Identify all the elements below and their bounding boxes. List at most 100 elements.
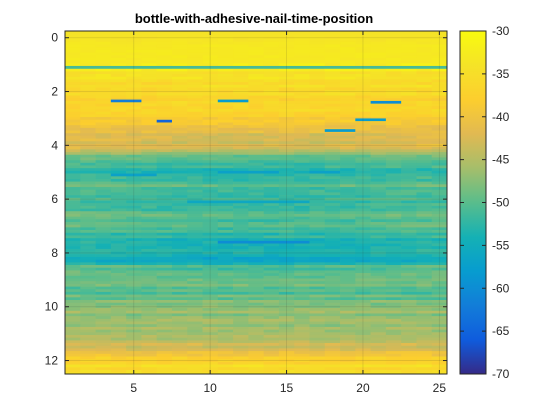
heatmap-cell <box>431 178 448 182</box>
heatmap-cell <box>156 178 173 182</box>
heatmap-cell <box>156 359 173 363</box>
heatmap-cell <box>141 240 157 244</box>
heatmap-cell <box>233 41 249 45</box>
heatmap-cell <box>65 157 81 161</box>
heatmap-cell <box>217 84 234 88</box>
heatmap-cell <box>355 302 371 306</box>
heatmap-cell <box>187 235 203 239</box>
heatmap-cell <box>355 189 371 193</box>
heatmap-cell <box>202 262 219 266</box>
heatmap-cell <box>233 195 249 199</box>
heatmap-cell <box>340 283 356 287</box>
heatmap-cell <box>294 332 310 336</box>
heatmap-cell <box>401 79 417 83</box>
heatmap-cell <box>80 238 96 242</box>
heatmap-cell <box>80 359 96 363</box>
heatmap-cell <box>416 283 433 287</box>
heatmap-cell <box>217 316 234 320</box>
heatmap-cell <box>385 364 402 368</box>
heatmap-cell <box>294 197 310 201</box>
heatmap-cell <box>355 356 371 360</box>
heatmap-cell <box>370 143 387 147</box>
heatmap-cell <box>248 351 264 355</box>
heatmap-cell <box>263 125 280 129</box>
heatmap-cell <box>431 49 448 53</box>
heatmap-cell <box>110 270 127 274</box>
heatmap-cell <box>401 55 417 59</box>
heatmap-cell <box>202 135 219 139</box>
heatmap-cell <box>324 84 341 88</box>
heatmap-cell <box>95 222 112 225</box>
colorbar-tick-label: -65 <box>492 324 510 338</box>
heatmap-cell <box>431 203 448 207</box>
heatmap-cell <box>385 205 402 209</box>
heatmap-cell <box>278 90 295 94</box>
heatmap-cell <box>385 143 402 147</box>
heatmap-cell <box>171 356 188 360</box>
heatmap-cell <box>278 168 295 172</box>
heatmap-cell <box>370 197 387 201</box>
heatmap-cell <box>202 348 219 352</box>
heatmap-cell <box>263 356 280 360</box>
heatmap-cell <box>385 92 402 96</box>
heatmap-cell <box>401 208 417 212</box>
heatmap-cell <box>278 187 295 191</box>
heatmap-cell <box>95 138 112 142</box>
heatmap-cell <box>187 122 203 126</box>
heatmap-cell <box>309 125 326 129</box>
heatmap-cell <box>110 205 127 209</box>
heatmap-cell <box>416 39 433 43</box>
heatmap-cell <box>156 246 173 250</box>
heatmap-cell <box>278 313 295 317</box>
heatmap-cell <box>278 291 295 295</box>
heatmap-cell <box>95 36 112 40</box>
heatmap-cell <box>294 281 310 285</box>
heatmap-cell <box>385 49 402 53</box>
heatmap-cell <box>340 135 356 139</box>
heatmap-cell <box>110 111 127 115</box>
heatmap-cell <box>217 300 234 304</box>
heatmap-cell <box>65 367 81 371</box>
heatmap-cell <box>263 82 280 86</box>
heatmap-cell <box>110 103 127 107</box>
heatmap-cell <box>248 254 264 258</box>
heatmap-cell <box>431 367 448 371</box>
heatmap-cell <box>233 283 249 287</box>
heatmap-cell <box>202 100 219 104</box>
heatmap-cell <box>431 68 448 72</box>
heatmap-cell <box>294 187 310 191</box>
heatmap-cell <box>401 114 417 118</box>
heatmap-cell <box>294 205 310 209</box>
heatmap-cell <box>278 74 295 78</box>
heatmap-cell <box>355 283 371 287</box>
heatmap-cell <box>324 372 341 375</box>
heatmap-cell <box>156 79 173 83</box>
heatmap-cell <box>385 308 402 312</box>
heatmap-cell <box>233 321 249 325</box>
heatmap-cell <box>278 125 295 129</box>
heatmap-cell <box>202 265 219 269</box>
heatmap-cell <box>416 300 433 304</box>
heatmap-cell <box>431 117 448 121</box>
heatmap-cell <box>355 343 371 347</box>
heatmap-cell <box>324 240 341 244</box>
heatmap-cell <box>416 106 433 110</box>
heatmap-cell <box>95 189 112 193</box>
heatmap-cell <box>141 297 157 301</box>
heatmap-cell <box>126 262 142 266</box>
heatmap-cell <box>248 95 264 99</box>
heatmap-cell <box>217 334 234 338</box>
heatmap-cell <box>171 125 188 129</box>
heatmap-cell <box>355 224 371 228</box>
heatmap-cell <box>65 111 81 115</box>
heatmap-cell <box>233 173 249 177</box>
heatmap-cell <box>370 168 387 172</box>
heatmap-cell <box>187 168 203 172</box>
heatmap-cell <box>370 318 387 322</box>
heatmap-cell <box>263 122 280 126</box>
heatmap-cell <box>95 181 112 185</box>
heatmap-cell <box>416 326 433 330</box>
heatmap-cell <box>431 173 448 177</box>
heatmap-cell <box>126 283 142 287</box>
heatmap-cell <box>278 170 295 174</box>
